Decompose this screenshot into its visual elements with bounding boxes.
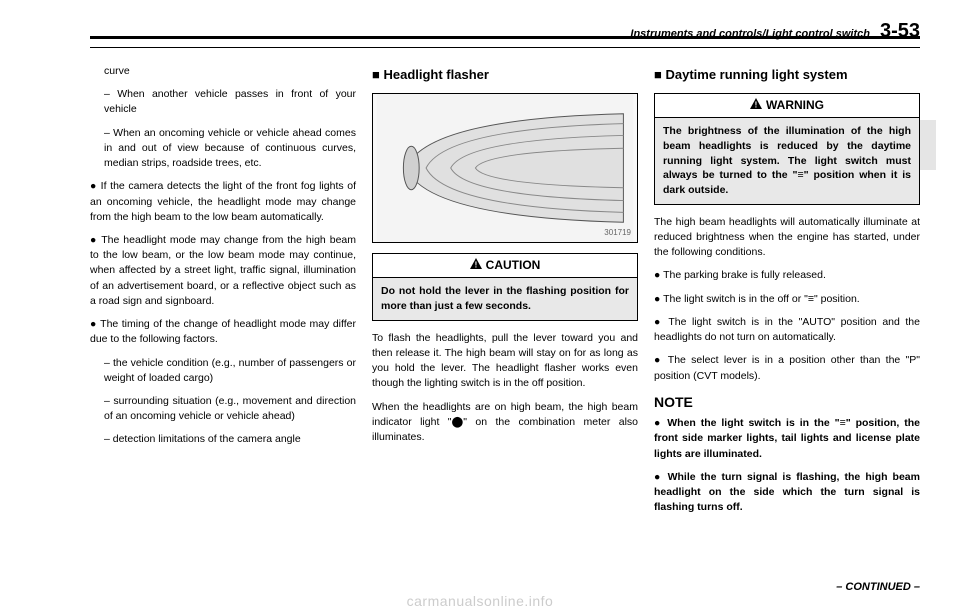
body-text: – surrounding situation (e.g., movement … xyxy=(90,394,356,424)
drl-heading: Daytime running light system xyxy=(654,66,920,85)
thumb-tab xyxy=(920,120,936,170)
body-text: ● The select lever is in a position othe… xyxy=(654,353,920,383)
body-text: ● The headlight mode may change from the… xyxy=(90,233,356,309)
note-text: ● While the turn signal is flashing, the… xyxy=(654,470,920,516)
header-rule xyxy=(90,36,920,39)
warning-label-text: WARNING xyxy=(766,98,824,112)
body-text: ● If the camera detects the light of the… xyxy=(90,179,356,225)
note-body: ● When the light switch is in the "≡" po… xyxy=(654,416,920,515)
note-heading: NOTE xyxy=(654,392,920,412)
warning-triangle-icon: ! xyxy=(750,97,762,114)
note-text: ● When the light switch is in the "≡" po… xyxy=(654,416,920,462)
body-text: – When another vehicle passes in front o… xyxy=(90,87,356,117)
headlight-flasher-figure: 301719 xyxy=(372,93,638,243)
warning-label: ! WARNING xyxy=(654,93,920,119)
body-text: curve xyxy=(90,64,356,79)
caution-label: ! CAUTION xyxy=(372,253,638,279)
body-text: ● The timing of the change of headlight … xyxy=(90,317,356,347)
column-1: curve – When another vehicle passes in f… xyxy=(90,64,356,523)
page-container: Instruments and controls/Light control s… xyxy=(0,0,960,611)
body-text: ● The light switch is in the "AUTO" posi… xyxy=(654,315,920,345)
caution-body: Do not hold the lever in the flashing po… xyxy=(372,278,638,320)
body-text: – When an oncoming vehicle or vehicle ah… xyxy=(90,126,356,172)
body-text: The high beam headlights will automatica… xyxy=(654,215,920,261)
body-text: – detection limitations of the camera an… xyxy=(90,432,356,447)
continued-label: – CONTINUED – xyxy=(836,581,920,593)
body-text: ● The parking brake is fully released. xyxy=(654,268,920,283)
svg-text:!: ! xyxy=(755,100,758,109)
content-columns: curve – When another vehicle passes in f… xyxy=(90,64,920,523)
watermark: carmanualsonline.info xyxy=(407,593,554,609)
lever-illustration-icon xyxy=(373,94,637,242)
column-2: Headlight flasher 301719 ! CAUTION Do no… xyxy=(372,64,638,523)
caution-label-text: CAUTION xyxy=(486,258,541,272)
figure-number: 301719 xyxy=(604,227,631,239)
body-text: ● The light switch is in the off or "≡" … xyxy=(654,292,920,307)
page-number: 3-53 xyxy=(880,20,920,43)
svg-text:!: ! xyxy=(474,260,477,269)
body-text: When the headlights are on high beam, th… xyxy=(372,400,638,446)
page-header: Instruments and controls/Light control s… xyxy=(90,20,920,48)
warning-body: The brightness of the illumination of th… xyxy=(654,118,920,204)
body-text: To flash the headlights, pull the lever … xyxy=(372,331,638,392)
column-3: Daytime running light system ! WARNING T… xyxy=(654,64,920,523)
caution-triangle-icon: ! xyxy=(470,257,482,274)
body-text: – the vehicle condition (e.g., number of… xyxy=(90,356,356,386)
headlight-flasher-heading: Headlight flasher xyxy=(372,66,638,85)
